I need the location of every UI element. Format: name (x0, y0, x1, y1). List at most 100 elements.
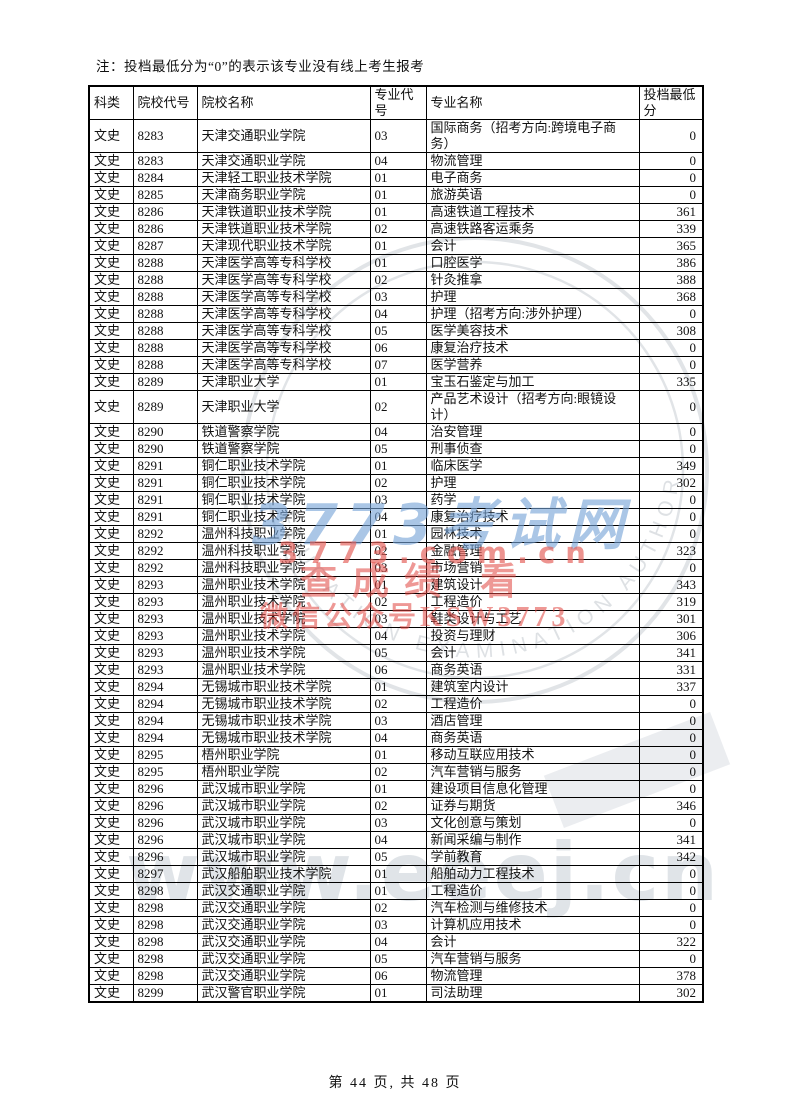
cell-major-code: 02 (369, 474, 427, 492)
cell-major-name: 康复治疗技术 (425, 508, 640, 526)
cell-major-name: 学前教育 (425, 848, 640, 866)
cell-subject-category: 文史 (88, 593, 134, 611)
cell-subject-category: 文史 (88, 780, 134, 798)
header-subject-category: 科类 (88, 85, 134, 120)
table-row: 文史 8283 天津交通职业学院 03 国际商务（招考方向:跨境电子商务） 0 (88, 119, 704, 153)
cell-major-name: 市场营销 (425, 559, 640, 577)
cell-college-code: 8296 (132, 848, 198, 866)
cell-college-code: 8290 (132, 440, 198, 458)
table-row: 文史 8298 武汉交通职业学院 02 汽车检测与维修技术 0 (88, 899, 704, 917)
cell-min-score: 301 (638, 610, 704, 628)
cell-college-code: 8298 (132, 967, 198, 985)
cell-major-code: 01 (369, 576, 427, 594)
cell-major-code: 01 (369, 525, 427, 543)
cell-college-name: 天津医学高等专科学校 (196, 254, 371, 272)
cell-major-name: 临床医学 (425, 457, 640, 475)
cell-min-score: 0 (638, 559, 704, 577)
cell-subject-category: 文史 (88, 508, 134, 526)
cell-min-score: 378 (638, 967, 704, 985)
cell-college-name: 武汉交通职业学院 (196, 916, 371, 934)
cell-major-name: 产品艺术设计（招考方向:眼镜设计） (425, 390, 640, 424)
cell-major-name: 金融管理 (425, 542, 640, 560)
cell-min-score: 368 (638, 288, 704, 306)
cell-college-name: 天津医学高等专科学校 (196, 339, 371, 357)
cell-min-score: 0 (638, 899, 704, 917)
cell-min-score: 0 (638, 746, 704, 764)
cell-major-name: 护理 (425, 288, 640, 306)
cell-major-code: 02 (369, 390, 427, 424)
cell-college-name: 梧州职业学院 (196, 746, 371, 764)
header-major-code: 专业代号 (369, 85, 427, 120)
cell-college-name: 铜仁职业技术学院 (196, 508, 371, 526)
table-row: 文史 8291 铜仁职业技术学院 01 临床医学 349 (88, 457, 704, 475)
table-row: 文史 8293 温州职业技术学院 06 商务英语 331 (88, 661, 704, 679)
cell-subject-category: 文史 (88, 390, 134, 424)
cell-college-code: 8295 (132, 763, 198, 781)
cell-min-score: 0 (638, 305, 704, 323)
cell-subject-category: 文史 (88, 576, 134, 594)
cell-subject-category: 文史 (88, 186, 134, 204)
cell-min-score: 342 (638, 848, 704, 866)
cell-min-score: 361 (638, 203, 704, 221)
cell-major-name: 护理（招考方向:涉外护理） (425, 305, 640, 323)
table-row: 文史 8288 天津医学高等专科学校 07 医学营养 0 (88, 356, 704, 374)
cell-major-name: 宝玉石鉴定与加工 (425, 373, 640, 391)
cell-major-name: 口腔医学 (425, 254, 640, 272)
cell-min-score: 0 (638, 916, 704, 934)
cell-min-score: 386 (638, 254, 704, 272)
table-row: 文史 8291 铜仁职业技术学院 04 康复治疗技术 0 (88, 508, 704, 526)
table-row: 文史 8295 梧州职业学院 02 汽车营销与服务 0 (88, 763, 704, 781)
cell-major-name: 工程造价 (425, 882, 640, 900)
cell-min-score: 337 (638, 678, 704, 696)
cell-major-code: 01 (369, 882, 427, 900)
cell-min-score: 0 (638, 950, 704, 968)
cell-min-score: 0 (638, 186, 704, 204)
cell-subject-category: 文史 (88, 237, 134, 255)
table-row: 文史 8294 无锡城市职业技术学院 02 工程造价 0 (88, 695, 704, 713)
cell-min-score: 341 (638, 644, 704, 662)
cell-subject-category: 文史 (88, 169, 134, 187)
cell-subject-category: 文史 (88, 899, 134, 917)
cell-college-code: 8289 (132, 373, 198, 391)
cell-college-name: 无锡城市职业技术学院 (196, 678, 371, 696)
cell-college-name: 武汉城市职业学院 (196, 780, 371, 798)
cell-college-name: 武汉城市职业学院 (196, 797, 371, 815)
table-row: 文史 8294 无锡城市职业技术学院 03 酒店管理 0 (88, 712, 704, 730)
cell-min-score: 349 (638, 457, 704, 475)
cell-college-code: 8298 (132, 899, 198, 917)
cell-min-score: 0 (638, 814, 704, 832)
cell-subject-category: 文史 (88, 950, 134, 968)
cell-college-code: 8286 (132, 220, 198, 238)
cell-college-code: 8288 (132, 322, 198, 340)
cell-college-name: 武汉城市职业学院 (196, 814, 371, 832)
cell-major-name: 证券与期货 (425, 797, 640, 815)
cell-subject-category: 文史 (88, 848, 134, 866)
cell-major-code: 03 (369, 712, 427, 730)
cell-college-name: 天津医学高等专科学校 (196, 356, 371, 374)
cell-college-code: 8287 (132, 237, 198, 255)
cell-major-code: 01 (369, 169, 427, 187)
cell-major-name: 会计 (425, 644, 640, 662)
cell-college-name: 温州职业技术学院 (196, 627, 371, 645)
cell-major-name: 物流管理 (425, 152, 640, 170)
cell-major-code: 01 (369, 457, 427, 475)
cell-min-score: 0 (638, 491, 704, 509)
cell-college-code: 8293 (132, 661, 198, 679)
cell-major-name: 物流管理 (425, 967, 640, 985)
table-row: 文史 8296 武汉城市职业学院 02 证券与期货 346 (88, 797, 704, 815)
cell-major-code: 02 (369, 695, 427, 713)
cell-major-name: 高速铁路客运乘务 (425, 220, 640, 238)
cell-major-name: 汽车营销与服务 (425, 763, 640, 781)
cell-college-code: 8294 (132, 729, 198, 747)
cell-college-code: 8294 (132, 712, 198, 730)
cell-college-name: 天津交通职业学院 (196, 152, 371, 170)
cell-major-code: 06 (369, 339, 427, 357)
cell-major-code: 04 (369, 305, 427, 323)
cell-college-code: 8293 (132, 610, 198, 628)
cell-subject-category: 文史 (88, 457, 134, 475)
cell-major-name: 计算机应用技术 (425, 916, 640, 934)
table-row: 文史 8288 天津医学高等专科学校 04 护理（招考方向:涉外护理） 0 (88, 305, 704, 323)
cell-major-name: 商务英语 (425, 729, 640, 747)
cell-college-name: 武汉交通职业学院 (196, 899, 371, 917)
cell-college-code: 8290 (132, 423, 198, 441)
